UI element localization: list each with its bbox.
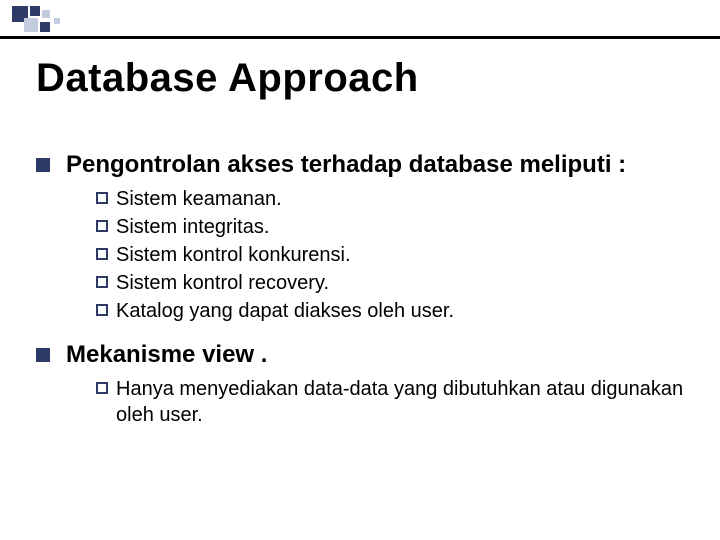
list-item: Sistem keamanan. [96, 186, 684, 212]
list-item: Sistem kontrol recovery. [96, 270, 684, 296]
deco-square [24, 18, 38, 32]
slide-title: Database Approach [36, 56, 419, 101]
square-bullet-icon [36, 348, 50, 362]
sub-item-list: Hanya menyediakan data-data yang dibutuh… [96, 376, 684, 428]
sub-item-list: Sistem keamanan.Sistem integritas.Sistem… [96, 186, 684, 324]
list-item: Katalog yang dapat diakses oleh user. [96, 298, 684, 324]
deco-square [54, 18, 60, 24]
list-item-text: Sistem kontrol konkurensi. [116, 242, 351, 268]
hollow-square-bullet-icon [96, 192, 108, 204]
deco-square [42, 10, 50, 18]
deco-square [40, 22, 50, 32]
list-item: Sistem integritas. [96, 214, 684, 240]
hollow-square-bullet-icon [96, 304, 108, 316]
section-heading-text: Pengontrolan akses terhadap database mel… [66, 150, 626, 180]
hollow-square-bullet-icon [96, 248, 108, 260]
square-bullet-icon [36, 158, 50, 172]
hollow-square-bullet-icon [96, 276, 108, 288]
list-item: Sistem kontrol konkurensi. [96, 242, 684, 268]
deco-square [30, 6, 40, 16]
corner-decoration [0, 0, 720, 40]
list-item-text: Sistem kontrol recovery. [116, 270, 329, 296]
list-item: Hanya menyediakan data-data yang dibutuh… [96, 376, 684, 428]
section-heading-text: Mekanisme view . [66, 340, 267, 370]
title-underline [0, 36, 720, 39]
section-heading: Mekanisme view . [36, 340, 684, 370]
section-heading: Pengontrolan akses terhadap database mel… [36, 150, 684, 180]
hollow-square-bullet-icon [96, 382, 108, 394]
slide-content: Pengontrolan akses terhadap database mel… [36, 150, 684, 444]
list-item-text: Katalog yang dapat diakses oleh user. [116, 298, 454, 324]
hollow-square-bullet-icon [96, 220, 108, 232]
list-item-text: Sistem keamanan. [116, 186, 282, 212]
list-item-text: Hanya menyediakan data-data yang dibutuh… [116, 376, 684, 428]
list-item-text: Sistem integritas. [116, 214, 269, 240]
